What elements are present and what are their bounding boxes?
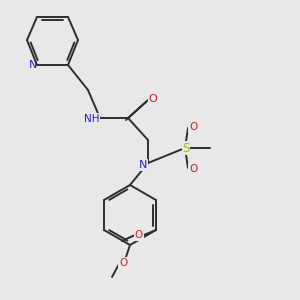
- Text: O: O: [189, 164, 197, 174]
- Text: O: O: [135, 230, 143, 240]
- Text: N: N: [29, 60, 37, 70]
- Text: O: O: [119, 258, 127, 268]
- Text: O: O: [148, 94, 158, 104]
- Text: S: S: [182, 142, 190, 154]
- Text: NH: NH: [84, 114, 100, 124]
- Text: O: O: [189, 122, 197, 132]
- Text: N: N: [139, 160, 147, 170]
